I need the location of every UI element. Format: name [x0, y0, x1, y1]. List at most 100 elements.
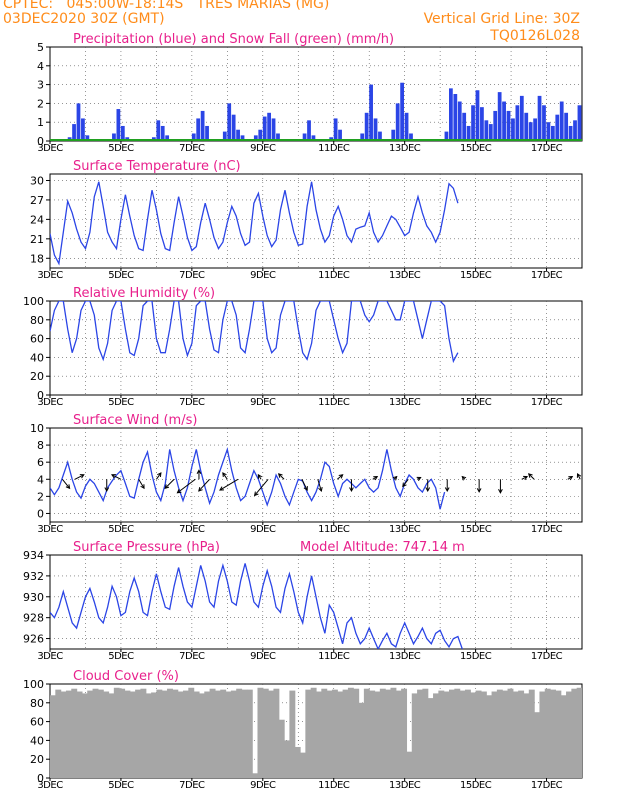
precip-bar	[364, 112, 369, 141]
cloud-cover-bar	[268, 690, 275, 778]
temperature-panel: 18 21 24 27 30 3DEC 5DEC 7DEC 9DEC 11DEC 13DEC 15DE…	[30, 159, 583, 281]
wind-arrow	[219, 478, 239, 491]
wind-title: Surface Wind (m/s)	[73, 413, 197, 428]
precip-ytick-label: 2	[37, 97, 44, 110]
wind-arrow-head	[65, 484, 71, 490]
cloud-cover-bar	[470, 692, 477, 778]
cloud-cover-bar	[172, 689, 179, 778]
wind-arrow-head	[257, 473, 263, 479]
precip-bar	[533, 118, 538, 141]
cloud-plot	[50, 687, 582, 778]
cloud-cover-bar	[539, 691, 546, 778]
cloud-cover-bar	[417, 689, 423, 778]
cloud-cover-bar	[92, 688, 99, 778]
precip-bar	[116, 109, 121, 141]
precip-bar	[236, 129, 240, 141]
wind-arrow-head	[402, 482, 407, 488]
temperature-ytick-label: 27	[30, 194, 44, 207]
wind-ytick-label: 6	[37, 456, 44, 469]
pressure-xtick-label: 15DEC	[460, 651, 492, 662]
precip-bar	[333, 118, 338, 141]
cloud-cover-bar	[528, 689, 535, 778]
wind-arrow-head	[198, 486, 203, 492]
cloud-cover-bar	[284, 740, 290, 778]
precip-bar	[480, 107, 484, 141]
cloud-cover-bar	[124, 690, 131, 778]
precip-bar	[378, 131, 382, 141]
precip-bar	[555, 114, 560, 141]
cloud-xtick-label: 11DEC	[318, 780, 350, 791]
pressure-xtick-label: 17DEC	[531, 651, 563, 662]
precip-bar	[568, 125, 573, 141]
wind-arrow-head	[425, 487, 431, 493]
precip-bar	[444, 131, 449, 141]
humidity-title: Relative Humidity (%)	[73, 286, 215, 301]
wind-arrow-head	[392, 475, 398, 481]
cloud-cover-bar	[55, 689, 62, 778]
precip-xtick-label: 9DEC	[250, 143, 276, 154]
precip-bar	[240, 135, 245, 141]
precip-ytick-label: 0	[37, 135, 44, 148]
humidity-plot	[50, 301, 459, 364]
humidity-xtick-label: 13DEC	[389, 397, 421, 408]
cloud-cover-bar	[65, 690, 72, 778]
precip-bar	[338, 129, 342, 141]
wind-arrow-head	[568, 476, 574, 481]
pressure-ytick-label: 926	[23, 633, 44, 646]
precip-ytick-label: 1	[37, 116, 44, 129]
cloud-cover-bar	[252, 773, 259, 778]
wind-arrow-head	[140, 484, 145, 490]
wind-arrow-head	[303, 486, 308, 492]
wind-arrow	[198, 478, 210, 492]
pressure-plot	[50, 562, 463, 649]
cloud-cover-bar	[103, 691, 110, 778]
precip-bar	[409, 133, 413, 141]
precip-bar	[76, 103, 81, 141]
pressure-frame	[49, 554, 583, 650]
cloud-ytick-label: 20	[30, 753, 44, 766]
wind-arrow-head	[373, 476, 379, 481]
wind-arrow-head	[176, 488, 182, 494]
cloud-cover-bar	[236, 688, 243, 778]
cloud-cover-bar	[214, 690, 221, 778]
precip-bar	[515, 105, 520, 141]
precip-ytick-label: 3	[37, 79, 44, 92]
wind-arrow-head	[498, 489, 503, 494]
cloud-cover-bar	[518, 690, 525, 778]
cloud-cover-bar	[225, 691, 232, 778]
wind-frame	[49, 427, 583, 523]
cloud-cover-bar	[363, 688, 370, 778]
cloud-cover-bar	[161, 690, 168, 778]
humidity-xtick-label: 17DEC	[531, 397, 563, 408]
cloud-cover-bar	[566, 691, 572, 778]
precip-plot	[50, 82, 582, 141]
cloud-cover-bar	[316, 691, 322, 778]
wind-arrow-head	[527, 473, 533, 478]
precip-bar	[466, 125, 471, 141]
precip-bar	[253, 135, 258, 141]
temperature-plot	[50, 181, 459, 266]
precip-bar	[271, 118, 276, 141]
wind-series-line	[50, 446, 446, 510]
precip-bar	[550, 125, 555, 141]
cloud-cover-bar	[76, 691, 83, 778]
wind-arrow-head	[576, 472, 582, 478]
wind-arrow-head	[253, 491, 259, 497]
header-code: TQ0126L028	[490, 28, 580, 44]
cloud-cover-bar	[300, 752, 306, 778]
cloud-cover-bar	[555, 690, 562, 778]
cloud-cover-bar	[135, 689, 142, 778]
precip-bar	[559, 101, 564, 141]
cloud-panel: 0 20 40 60 80 100 3DEC 5DEC 7DEC 9DEC 11DEC 13DEC 15…	[23, 669, 583, 791]
cloud-cover-bar	[411, 693, 418, 778]
wind-arrow	[528, 473, 535, 480]
wind-arrow	[111, 474, 122, 480]
cloud-cover-bar	[60, 691, 67, 778]
wind-arrow	[177, 478, 196, 494]
cloud-cover-bar	[353, 688, 360, 778]
temperature-xtick-label: 11DEC	[318, 270, 350, 281]
wind-arrow	[336, 474, 344, 480]
precip-bar	[205, 125, 209, 141]
wind-arrow-head	[349, 487, 354, 493]
cloud-cover-bar	[401, 688, 408, 778]
